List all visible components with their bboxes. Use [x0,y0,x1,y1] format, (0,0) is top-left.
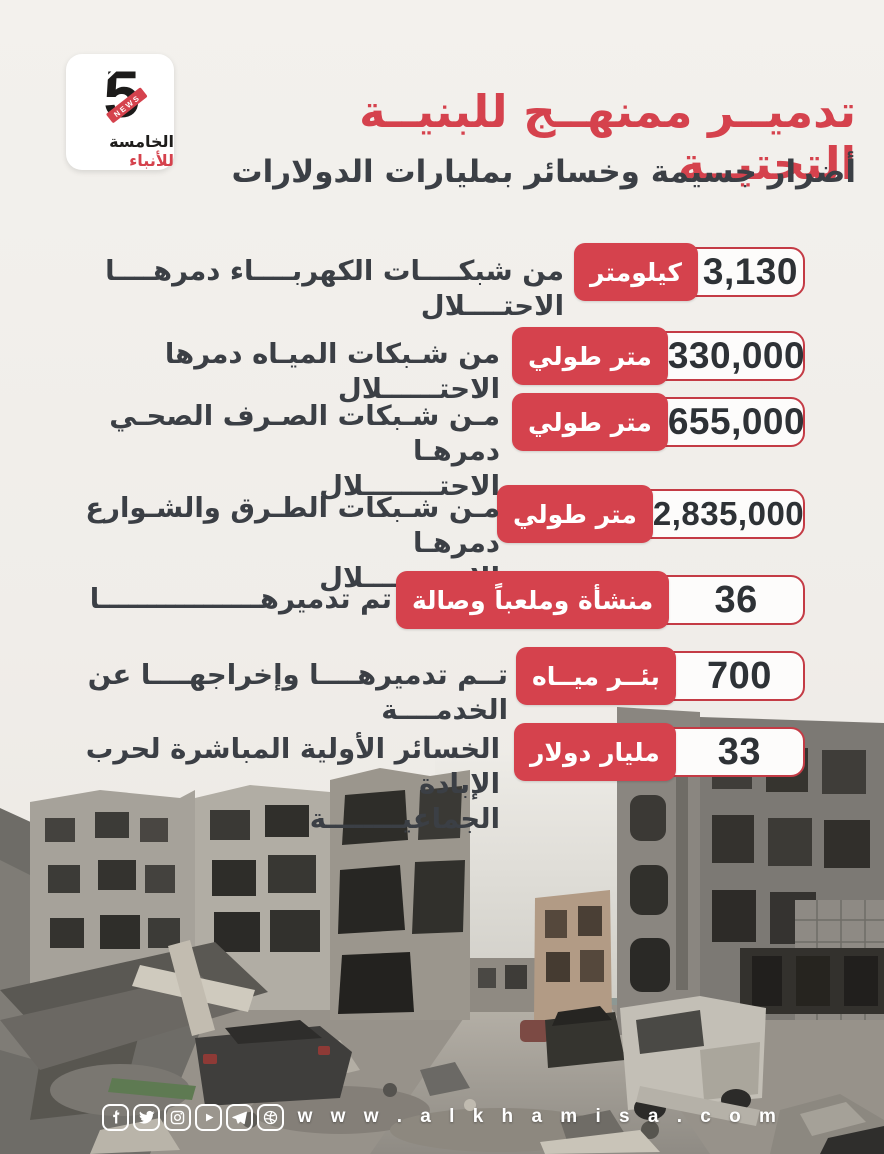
stat-unit-badge: بئــر ميــاه [516,647,676,705]
stat-pill-sewage: متر طولي 655,000 [512,393,806,451]
website-url[interactable]: w w w . a l k h a m i s a . c o m [297,1106,783,1127]
footer-bar: w w w . a l k h a m i s a . c o m [0,1100,884,1134]
stat-pill-water-wells: بئــر ميــاه 700 [516,647,805,705]
stat-unit-badge: متر طولي [512,393,668,451]
stat-pill-losses: مليار دولار 33 [514,723,805,781]
page-subtitle: أضرار جسيمة وخسائر بمليارات الدولارات [231,153,857,190]
stat-pill-roads: متر طولي 2,835,000 [497,485,805,543]
channel-name-second-word: للأنباء [129,151,174,170]
five-news-logo-icon: 5 NEWS [91,58,148,131]
channel-name-first-word: الخامسة [109,132,174,151]
stat-label-sewage: مـن شـبكات الصـرف الصحـي دمرهـا الاحتـــ… [109,400,500,503]
instagram-icon[interactable] [163,1103,191,1131]
stat-unit-badge: متر طولي [512,327,668,385]
stat-unit-badge: متر طولي [497,485,653,543]
stat-value: 655,000 [667,401,806,442]
website-globe-icon[interactable] [256,1103,284,1131]
channel-name: الخامسة للأنباء [66,132,174,170]
stat-label-roads: مـن شـبكات الطـرق والشـوارع دمرهـا الاحت… [85,492,500,594]
stat-label-losses: الخسائر الأولية المباشرة لحرب الإبادة ال… [85,733,500,836]
stat-pill-facilities: منشأة وملعباً وصالة 36 [396,571,805,629]
stat-unit-badge: مليار دولار [514,723,676,781]
stat-pill-water-networks: متر طولي 330,000 [512,327,806,385]
stat-label-water-wells: تــم تدميرهــــا وإخراجهــــا عن الخدمــ… [87,659,508,727]
stat-value: 700 [706,654,772,697]
stat-pill-electricity: كيلومتر 3,130 [574,243,805,301]
stat-value: 2,835,000 [652,495,805,532]
stat-label-water-networks: من شـبكات الميـاه دمرها الاحتــــــلال [164,338,500,406]
twitter-icon[interactable] [132,1103,160,1131]
stat-label-facilities: تم تدميرهـــــــــــــــــا [89,583,392,615]
social-icons-row [101,1103,284,1131]
channel-logo: 5 NEWS الخامسة للأنباء [66,54,174,170]
stat-value: 330,000 [667,335,806,376]
stat-label-electricity: من شبكــــات الكهربــــاء دمرهــــا الاح… [105,255,564,323]
destroyed-buildings-photo [0,707,884,1154]
stat-value: 3,130 [702,251,798,292]
stat-unit-badge: كيلومتر [574,243,698,301]
youtube-icon[interactable] [194,1103,222,1131]
stat-value: 33 [717,730,762,773]
facebook-icon[interactable] [101,1103,129,1131]
stat-unit-badge: منشأة وملعباً وصالة [396,571,670,629]
stat-value: 36 [714,578,758,621]
page-title: تدميــر ممنهــج للبنيــة التحتيــة [359,85,856,190]
telegram-icon[interactable] [225,1103,253,1131]
